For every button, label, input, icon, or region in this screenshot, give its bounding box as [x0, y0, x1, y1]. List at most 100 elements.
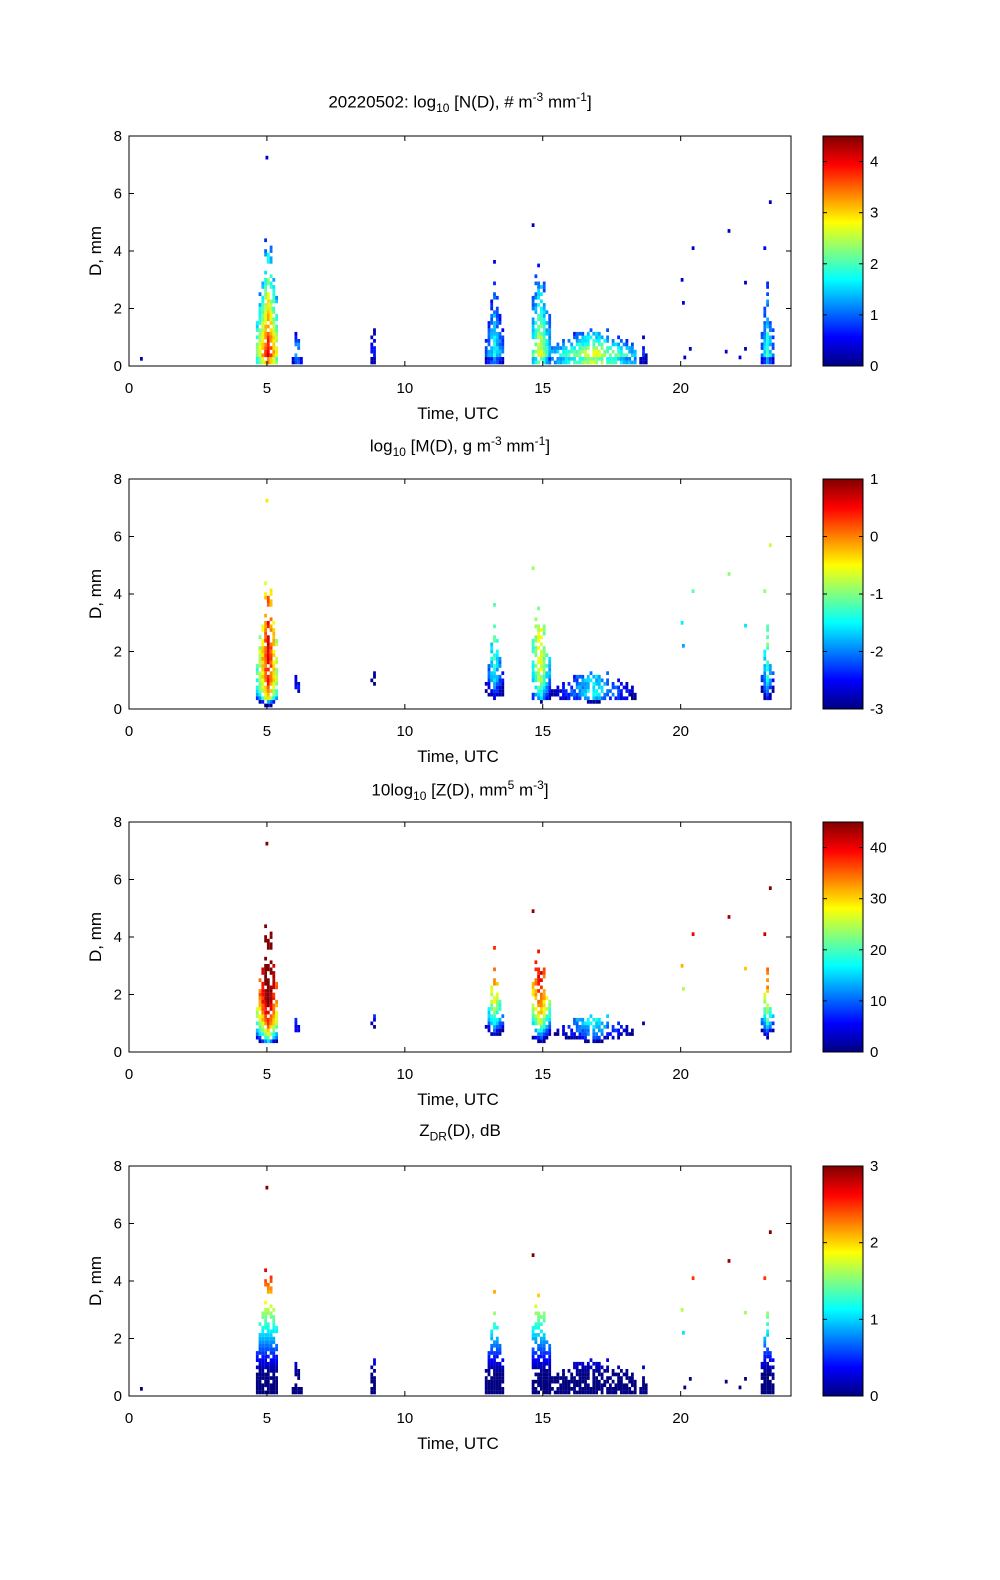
heatmap-cell [261, 342, 265, 347]
heatmap-cell [495, 678, 499, 683]
heatmap-cell [534, 1379, 538, 1384]
heatmap-cell [531, 1017, 535, 1022]
heatmap-cell [542, 1358, 546, 1362]
heatmap-cell [592, 1383, 596, 1388]
heatmap-cell [562, 1383, 565, 1388]
heatmap-cell [269, 1329, 273, 1334]
heatmap-cell [493, 692, 496, 697]
heatmap-cell [258, 696, 262, 701]
heatmap-cell [272, 1336, 276, 1341]
heatmap-cell [269, 1333, 273, 1337]
heatmap-cell [531, 353, 535, 358]
heatmap-cell [264, 935, 267, 939]
heatmap-cell [266, 1308, 270, 1312]
heatmap-cell [606, 357, 609, 361]
heatmap-cell [614, 1387, 618, 1391]
heatmap-cell [490, 303, 494, 307]
heatmap-cell [487, 1387, 491, 1391]
heatmap-cell [551, 689, 554, 693]
heatmap-cell [542, 689, 546, 693]
heatmap-cell [498, 346, 502, 350]
heatmap-cell [373, 671, 376, 675]
heatmap-cell [373, 349, 376, 354]
heatmap-cell [493, 999, 496, 1004]
heatmap-cell [493, 1351, 496, 1355]
heatmap-cell [540, 1021, 543, 1026]
heatmap-cell [495, 317, 499, 322]
heatmap-cell [628, 1387, 632, 1391]
heatmap-cell [266, 981, 270, 986]
heatmap-cell [540, 1387, 543, 1391]
heatmap-cell [261, 1311, 265, 1316]
heatmap-cell [269, 303, 273, 307]
heatmap-cell [258, 335, 262, 340]
heatmap-cell [556, 1390, 560, 1395]
heatmap-cell [258, 328, 262, 332]
heatmap-cell [493, 1379, 496, 1384]
heatmap-cell [738, 1385, 742, 1390]
heatmap-cell [589, 1358, 593, 1362]
heatmap-cell [542, 342, 546, 347]
heatmap-cell [573, 335, 576, 340]
heatmap-cell [261, 310, 265, 314]
heatmap-cell [642, 360, 645, 365]
heatmap-cell [766, 1032, 769, 1036]
heatmap-cell [760, 1383, 764, 1388]
heatmap-cell [484, 346, 488, 350]
heatmap-cell [140, 357, 143, 361]
heatmap-cell [548, 1028, 552, 1033]
heatmap-cell [264, 281, 267, 286]
heatmap-cell [592, 1361, 596, 1366]
heatmap-cell [534, 1351, 538, 1355]
heatmap-cell [531, 1014, 535, 1018]
heatmap-cell [545, 1379, 549, 1384]
heatmap-cell [642, 1376, 645, 1380]
heatmap-cell [556, 349, 560, 354]
heatmap-cell [261, 1333, 265, 1337]
heatmap-cell [261, 1325, 265, 1330]
heatmap-cell [606, 346, 609, 350]
heatmap-cell [373, 353, 376, 358]
heatmap-cell [490, 335, 494, 340]
heatmap-cell [531, 335, 535, 340]
heatmap-cell [766, 1354, 769, 1359]
heatmap-cell [490, 346, 494, 350]
heatmap-cell [620, 357, 623, 361]
heatmap-cell [294, 1028, 298, 1033]
heatmap-cell [275, 671, 278, 675]
heatmap-cell [625, 1369, 629, 1373]
heatmap-cell [592, 360, 596, 365]
heatmap-cell [294, 1365, 298, 1370]
heatmap-cell [548, 1376, 552, 1380]
heatmap-cell [592, 339, 596, 343]
heatmap-cell [373, 1017, 376, 1022]
heatmap-cell [534, 653, 538, 657]
heatmap-cell [272, 1361, 276, 1366]
heatmap-cell [625, 1025, 629, 1029]
heatmap-cell [606, 1358, 609, 1362]
heatmap-cell [275, 339, 278, 343]
heatmap-cell [763, 1021, 767, 1026]
heatmap-cell [683, 1385, 687, 1390]
heatmap-cell [258, 999, 262, 1004]
heatmap-cell [537, 1343, 540, 1348]
heatmap-cell [620, 339, 623, 343]
heatmap-cell [537, 335, 540, 340]
heatmap-cell [595, 1387, 598, 1391]
heatmap-cell [548, 339, 552, 343]
heatmap-cell [556, 346, 560, 350]
heatmap-cell [264, 624, 267, 629]
heatmap-cell [586, 678, 590, 683]
heatmap-cell [261, 339, 265, 343]
heatmap-cell [600, 335, 604, 340]
heatmap-cell [275, 642, 278, 647]
heatmap-cell [269, 1286, 273, 1291]
heatmap-cell [597, 692, 601, 697]
heatmap-cell [534, 678, 538, 683]
heatmap-cell [644, 353, 648, 358]
heatmap-cell [631, 342, 634, 347]
heatmap-cell [487, 682, 491, 686]
heatmap-cell [493, 1322, 496, 1326]
heatmap-cell [264, 1340, 267, 1344]
heatmap-cell [545, 653, 549, 657]
